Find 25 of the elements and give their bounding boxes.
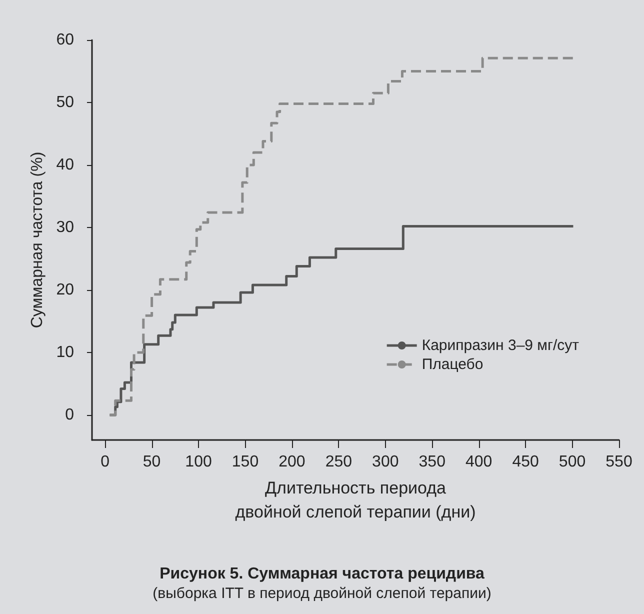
x-tick-label: 300 [372, 454, 399, 470]
y-tick-label: 30 [56, 219, 74, 236]
y-tick-label: 40 [56, 156, 74, 174]
x-tick-label: 250 [325, 454, 352, 470]
legend-label: Карипразин 3–9 мг/сут [422, 337, 580, 354]
x-axis-title: Длительность периода двойной слепой терапии (дни) [235, 478, 476, 522]
x-tick-label: 150 [232, 454, 259, 470]
x-tick-label: 50 [142, 454, 161, 470]
x-tick-label: 550 [606, 454, 632, 470]
y-tick-label: 20 [56, 282, 74, 298]
x-tick-label: 400 [465, 454, 492, 470]
x-tick-label: 350 [418, 454, 446, 470]
text: (выборка ITT в период двойной слепой терапии) [152, 585, 492, 602]
legend-label: Плацебо [422, 356, 484, 373]
x-tick-label: 200 [278, 454, 306, 470]
x-tick-label: 100 [185, 454, 212, 470]
x-tick-label: 500 [558, 454, 586, 470]
y-tick-label: 50 [56, 94, 74, 111]
x-tick-label: 0 [100, 454, 110, 470]
y-tick-label: 10 [56, 344, 74, 361]
y-tick-label: 0 [65, 406, 74, 424]
x-tick-label: 450 [512, 454, 540, 470]
text: Рисунок 5. Суммарная частота рецидива [160, 566, 485, 582]
y-axis-title: Суммарная частота (%) [28, 152, 46, 328]
y-tick-label: 60 [56, 32, 74, 48]
